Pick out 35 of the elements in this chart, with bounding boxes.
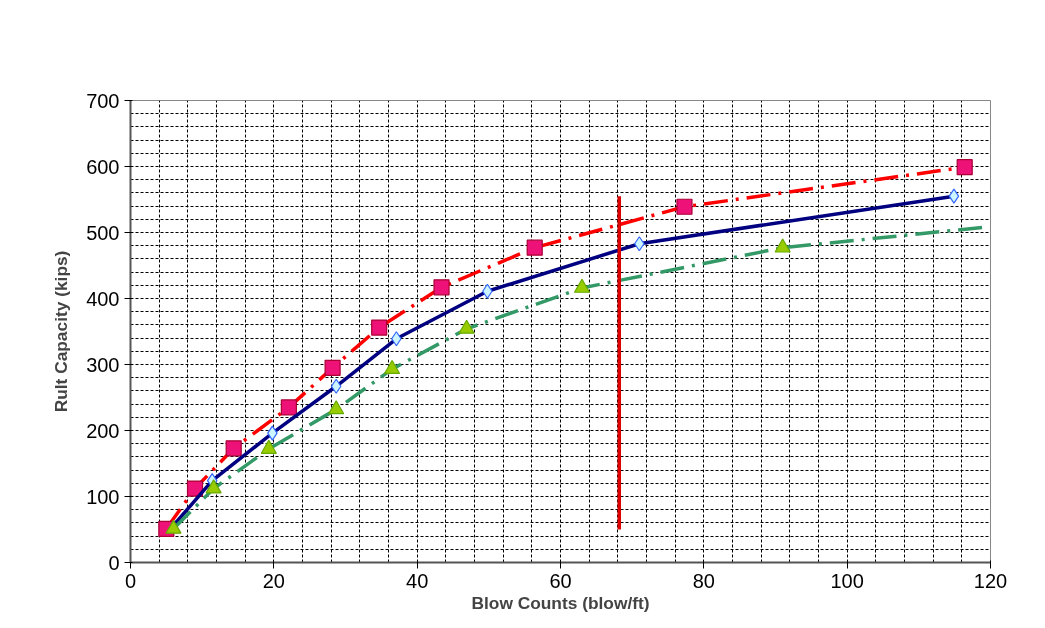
x-tick-label: 40 <box>406 569 429 592</box>
point <box>676 198 693 215</box>
point <box>205 479 222 494</box>
point <box>383 359 401 375</box>
point <box>280 399 297 416</box>
point <box>526 239 543 256</box>
x-tick-label: 120 <box>973 569 1008 592</box>
y-tick-label: 200 <box>86 419 120 442</box>
x-tick-label: 0 <box>124 569 137 592</box>
y-axis-title: Rult Capacity (kips) <box>51 250 72 413</box>
point <box>330 378 342 394</box>
point <box>774 238 791 253</box>
y-tick-label: 600 <box>86 155 120 178</box>
x-axis-title: Blow Counts (blow/ft) <box>471 592 650 613</box>
point <box>956 159 973 176</box>
point <box>573 278 591 293</box>
point <box>225 440 242 457</box>
y-tick-label: 500 <box>86 221 120 244</box>
y-tick-label: 100 <box>86 485 120 508</box>
y-tick-label: 300 <box>86 353 120 376</box>
point <box>433 279 450 296</box>
x-tick-label: 80 <box>692 569 715 592</box>
point <box>948 188 960 204</box>
point <box>260 439 277 454</box>
x-tick-label: 20 <box>262 569 285 592</box>
y-tick-label: 700 <box>86 89 120 112</box>
y-tick-label: 0 <box>108 551 120 574</box>
point <box>328 400 345 415</box>
point <box>165 519 182 534</box>
x-tick-label: 100 <box>830 569 864 592</box>
point <box>324 359 341 376</box>
point <box>458 319 475 334</box>
y-tick-label: 400 <box>86 287 120 310</box>
x-tick-label: 60 <box>549 569 572 592</box>
point <box>371 319 388 336</box>
